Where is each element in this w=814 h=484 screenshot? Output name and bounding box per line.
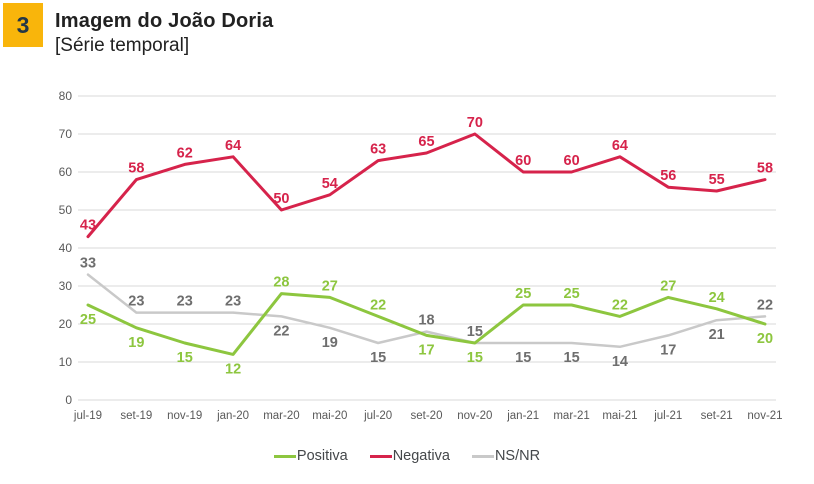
data-label-nsnr: 14 <box>612 354 628 370</box>
data-label-nsnr: 23 <box>177 294 193 310</box>
data-label-positiva: 20 <box>757 331 773 347</box>
page-title: Imagem do João Doria <box>55 10 274 32</box>
y-axis-tick-label: 30 <box>59 279 73 293</box>
data-label-positiva: 28 <box>273 275 289 291</box>
x-axis-tick-label: set-19 <box>120 410 152 422</box>
data-label-negativa: 50 <box>273 191 289 207</box>
x-axis-tick-label: mar-20 <box>263 410 299 422</box>
data-label-negativa: 64 <box>225 138 241 154</box>
data-label-nsnr: 17 <box>660 342 676 358</box>
data-label-positiva: 12 <box>225 361 241 377</box>
data-label-negativa: 54 <box>322 176 338 192</box>
data-label-positiva: 27 <box>660 278 676 294</box>
x-axis-tick-label: set-21 <box>701 410 733 422</box>
data-label-negativa: 56 <box>660 168 676 184</box>
legend-swatch-nsnr-icon <box>471 454 494 458</box>
series-line-positiva <box>86 292 767 356</box>
data-label-negativa: 58 <box>128 161 144 177</box>
y-axis-tick-label: 80 <box>59 89 73 103</box>
legend-item-positiva: Positiva <box>273 448 348 464</box>
series-line-negativa <box>86 132 767 239</box>
data-label-positiva: 22 <box>370 297 386 313</box>
legend-label-negativa: Negativa <box>392 448 450 464</box>
question-number-badge: 3 <box>3 3 43 47</box>
legend-swatch-negativa-icon <box>369 454 392 458</box>
y-axis-tick-label: 0 <box>65 393 72 407</box>
data-label-nsnr: 15 <box>515 350 531 366</box>
data-label-nsnr: 15 <box>467 324 483 340</box>
data-label-nsnr: 19 <box>322 335 338 351</box>
x-axis-tick-label: nov-19 <box>167 410 202 422</box>
chart-legend: Positiva Negativa NS/NR <box>0 448 814 464</box>
data-label-nsnr: 22 <box>273 323 289 339</box>
data-label-nsnr: 23 <box>128 294 144 310</box>
data-label-positiva: 25 <box>564 286 580 302</box>
series-line-nsnr <box>86 273 767 349</box>
data-label-nsnr: 23 <box>225 294 241 310</box>
y-axis-tick-label: 20 <box>59 317 73 331</box>
data-label-positiva: 17 <box>418 342 434 358</box>
legend-item-negativa: Negativa <box>369 448 450 464</box>
data-label-positiva: 15 <box>467 350 483 366</box>
x-axis-tick-label: jan-21 <box>506 410 539 422</box>
data-label-negativa: 60 <box>564 153 580 169</box>
x-axis-tick-label: jul-19 <box>73 410 102 422</box>
x-axis-tick-label: jul-20 <box>363 410 392 422</box>
x-axis-tick-label: jan-20 <box>216 410 249 422</box>
data-label-nsnr: 18 <box>418 313 434 329</box>
data-label-positiva: 22 <box>612 297 628 313</box>
data-label-negativa: 63 <box>370 142 386 158</box>
x-axis-tick-label: mar-21 <box>553 410 589 422</box>
page-subtitle: [Série temporal] <box>55 35 190 56</box>
data-label-positiva: 25 <box>515 286 531 302</box>
x-axis-tick-label: mai-21 <box>602 410 637 422</box>
x-axis-tick-label: set-20 <box>411 410 443 422</box>
data-label-negativa: 64 <box>612 138 628 154</box>
legend-label-positiva: Positiva <box>296 448 348 464</box>
data-label-nsnr: 15 <box>370 350 386 366</box>
y-axis-tick-label: 70 <box>59 127 73 141</box>
x-axis-tick-label: nov-21 <box>747 410 782 422</box>
time-series-chart: 0 10 20 30 40 50 60 70 80 jul-19 set-19 nov-19 jan-2… <box>0 85 814 435</box>
data-label-positiva: 25 <box>80 312 96 328</box>
data-label-nsnr: 21 <box>709 327 725 343</box>
data-label-negativa: 58 <box>757 161 773 177</box>
data-label-negativa: 70 <box>467 115 483 131</box>
data-label-nsnr: 15 <box>564 350 580 366</box>
data-label-negativa: 55 <box>709 172 725 188</box>
legend-item-nsnr: NS/NR <box>471 448 541 464</box>
x-axis-tick-label: mai-20 <box>312 410 347 422</box>
data-label-negativa: 43 <box>80 218 96 234</box>
data-label-positiva: 24 <box>709 290 725 306</box>
y-axis-tick-label: 50 <box>59 203 73 217</box>
legend-label-nsnr: NS/NR <box>494 448 541 464</box>
x-axis-tick-label: jul-21 <box>653 410 682 422</box>
data-label-nsnr: 22 <box>757 297 773 313</box>
data-label-negativa: 60 <box>515 153 531 169</box>
chart-canvas: 0 10 20 30 40 50 60 70 80 jul-19 set-19 nov-19 jan-2… <box>59 89 783 422</box>
data-label-positiva: 27 <box>322 278 338 294</box>
data-label-positiva: 19 <box>128 335 144 351</box>
data-label-negativa: 65 <box>418 134 434 150</box>
header: Imagem do João Doria [Série temporal] <box>55 10 274 57</box>
y-axis-tick-label: 40 <box>59 241 73 255</box>
x-axis-tick-label: nov-20 <box>457 410 492 422</box>
data-label-negativa: 62 <box>177 145 193 161</box>
y-axis-tick-label: 10 <box>59 355 73 369</box>
y-axis-tick-label: 60 <box>59 165 73 179</box>
data-label-positiva: 15 <box>177 350 193 366</box>
legend-swatch-positiva-icon <box>273 454 296 458</box>
data-label-nsnr: 33 <box>80 256 96 272</box>
